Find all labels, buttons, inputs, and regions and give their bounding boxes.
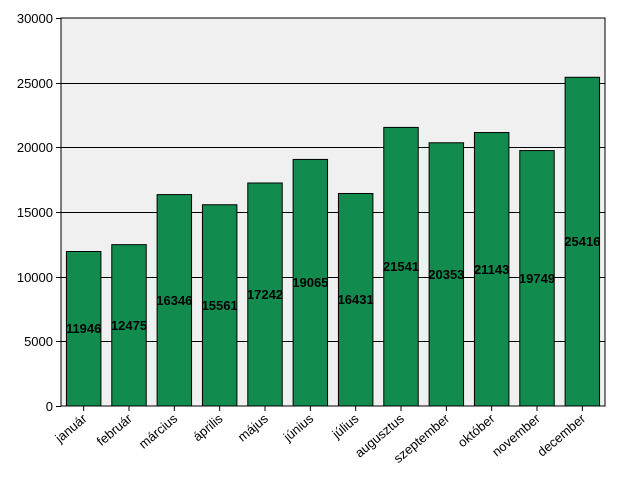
- x-tick-label: május: [235, 410, 272, 444]
- x-tick-label: október: [455, 410, 498, 450]
- x-tick-label: március: [136, 410, 181, 451]
- data-label: 16431: [338, 292, 374, 307]
- y-tick-label: 0: [46, 399, 53, 414]
- y-tick-label: 20000: [17, 140, 53, 155]
- data-label: 12475: [111, 318, 147, 333]
- data-label: 11946: [66, 321, 101, 336]
- bar: [337, 192, 374, 407]
- y-tick-label: 15000: [17, 205, 53, 220]
- data-label: 25416: [564, 234, 600, 249]
- data-label: 20353: [428, 267, 464, 282]
- data-label: 21143: [474, 262, 509, 277]
- y-tick-label: 10000: [17, 270, 53, 285]
- y-axis: 0 5000 10000 15000 20000 25000 30000: [17, 11, 61, 414]
- data-label: 21541: [383, 259, 419, 274]
- bar: [519, 150, 555, 407]
- x-tick-label: február: [94, 410, 136, 448]
- y-tick-label: 5000: [24, 334, 53, 349]
- x-axis: január február március április május június jú…: [52, 406, 589, 466]
- data-labels: 11946 12475 16346 15561 17242 19065 16431 21541…: [66, 234, 600, 336]
- bar: [292, 158, 329, 407]
- gridlines: [61, 83, 605, 342]
- data-label: 16346: [156, 293, 192, 308]
- x-tick-label: november: [489, 410, 543, 459]
- bar: [473, 132, 510, 407]
- bars: [65, 76, 601, 407]
- x-tick-label: december: [534, 410, 588, 459]
- data-label: 19749: [519, 271, 555, 286]
- y-tick-label: 30000: [17, 11, 53, 26]
- bar: [65, 250, 102, 407]
- bar: [383, 126, 419, 407]
- x-tick-label: április: [190, 410, 226, 444]
- y-tick-label: 25000: [17, 76, 53, 91]
- bar: [564, 76, 601, 407]
- bar: [201, 204, 238, 407]
- data-label: 17242: [247, 287, 283, 302]
- bar: [247, 182, 283, 407]
- bar: [156, 194, 193, 407]
- x-tick-label: július: [328, 410, 361, 441]
- x-tick-label: június: [280, 410, 317, 444]
- data-label: 15561: [202, 298, 238, 313]
- x-tick-label: január: [52, 410, 91, 446]
- data-label: 19065: [292, 275, 328, 290]
